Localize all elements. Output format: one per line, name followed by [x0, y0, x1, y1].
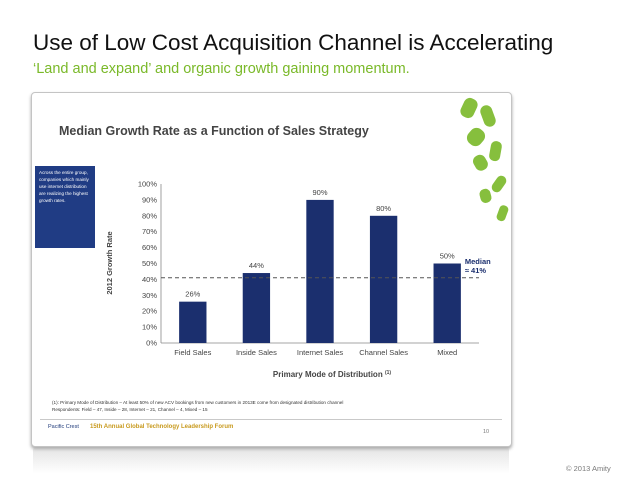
bar-value-label: 90% [312, 188, 327, 197]
bars-group [179, 199, 461, 343]
embedded-chart-slide: Median Growth Rate as a Function of Sale… [31, 92, 512, 447]
y-tick-label: 50% [142, 259, 157, 268]
bar [306, 199, 334, 343]
bar-value-label: 26% [185, 290, 200, 299]
forum-banner: 15th Annual Global Technology Leadership… [90, 424, 234, 430]
copyright-notice: © 2013 Amity [566, 464, 611, 473]
footer-divider [40, 419, 502, 420]
y-tick-label: 70% [142, 227, 157, 236]
bar [433, 263, 461, 343]
x-tick-labels: Field Sales Inside Sales Internet Sales Cha… [174, 348, 457, 357]
y-tick-labels: 0% 10% 20% 30% 40% 50% 60% 70% 80% 90% 100% [138, 180, 158, 348]
x-tick-label: Inside Sales [236, 348, 277, 357]
pacific-crest-logo: Pacific Crest [48, 424, 79, 430]
bar [179, 301, 207, 343]
slide-subtitle: ‘Land and expand’ and organic growth gai… [33, 61, 410, 77]
bar-value-label: 44% [249, 261, 264, 270]
x-tick-label: Mixed [437, 348, 457, 357]
footnote-line-1: (1): Primary Mode of Distribution – At l… [52, 400, 344, 405]
median-value-label: ≈ 41% [465, 266, 487, 275]
y-tick-label: 60% [142, 243, 157, 252]
decorative-green-pattern [460, 97, 509, 222]
y-tick-label: 10% [142, 323, 157, 332]
y-tick-label: 30% [142, 291, 157, 300]
y-tick-label: 100% [138, 180, 158, 189]
y-tick-label: 40% [142, 275, 157, 284]
y-tick-label: 20% [142, 307, 157, 316]
x-axis-title-superscript: (1) [385, 370, 391, 376]
x-tick-label: Field Sales [174, 348, 211, 357]
bar-value-label: 50% [440, 252, 455, 261]
y-tick-label: 80% [142, 211, 157, 220]
footnote-line-2: Respondents: Field – 47, Inside – 28, In… [52, 406, 208, 412]
x-tick-label: Internet Sales [297, 348, 344, 357]
y-tick-label: 0% [146, 339, 157, 348]
y-axis-title: 2012 Growth Rate [105, 231, 114, 294]
value-labels-group: 26% 44% 90% 80% 50% [185, 188, 455, 299]
footnote: (1): Primary Mode of Distribution – At l… [52, 400, 343, 413]
x-tick-label: Channel Sales [359, 348, 408, 357]
bar [369, 215, 398, 343]
chart-canvas: Median Growth Rate as a Function of Sale… [59, 97, 509, 379]
bar [242, 273, 271, 343]
side-note-box: Across the entire group, companies which… [35, 166, 95, 248]
slide-reflection [33, 448, 509, 474]
slide-title: Use of Low Cost Acquisition Channel is A… [33, 30, 554, 55]
x-axis-title-text: Primary Mode of Distribution [273, 370, 383, 379]
page-number: 10 [483, 429, 490, 435]
x-axis-title: Primary Mode of Distribution (1) [273, 370, 391, 379]
chart-title: Median Growth Rate as a Function of Sale… [59, 124, 369, 138]
y-tick-label: 90% [142, 195, 157, 204]
median-label: Median [465, 257, 491, 266]
bar-value-label: 80% [376, 204, 391, 213]
